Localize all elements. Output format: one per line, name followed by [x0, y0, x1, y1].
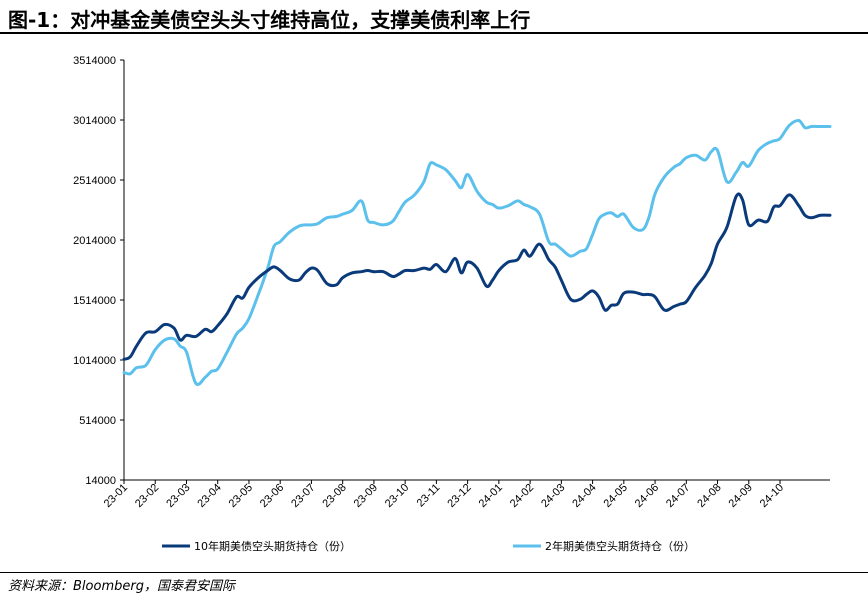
x-tick-label: 24-10	[758, 482, 786, 510]
x-tick-label: 24-05	[602, 482, 630, 510]
x-tick-label: 24-07	[664, 482, 692, 510]
y-tick-label: 3014000	[73, 115, 116, 127]
x-tick-label: 24-01	[477, 482, 505, 510]
x-tick-label: 23-02	[133, 482, 161, 510]
series-line-2y	[122, 118, 832, 386]
x-tick-label: 23-05	[227, 482, 255, 510]
chart-axes: 14000 514000 1014000 1514000 2014000 2514000 3…	[73, 55, 830, 510]
y-tick-label: 2514000	[73, 175, 116, 187]
source-note: 资料来源：Bloomberg，国泰君安国际	[8, 579, 235, 594]
y-tick-label: 1514000	[73, 295, 116, 307]
chart-series	[122, 118, 832, 386]
x-tick-label: 24-02	[508, 482, 536, 510]
x-tick-label: 23-03	[164, 482, 192, 510]
x-tick-label: 24-06	[633, 482, 661, 510]
x-tick-label: 23-08	[320, 482, 348, 510]
x-tick-label: 24-04	[570, 482, 598, 510]
chart-area: 14000 514000 1014000 1514000 2014000 2514000 3…	[73, 55, 832, 553]
source-divider	[0, 572, 868, 573]
y-tick-label: 3514000	[73, 55, 116, 67]
y-tick-label: 514000	[79, 415, 116, 427]
y-tick-label: 14000	[85, 475, 116, 487]
x-tick-label: 24-03	[539, 482, 567, 510]
legend-item-10y-label: 10年期美债空头期货持仓（份）	[194, 539, 351, 553]
series-line-10y	[122, 192, 832, 361]
chart-title: 图-1：对冲基金美债空头头寸维持高位，支撑美债利率上行	[8, 8, 531, 32]
chart-legend: 10年期美债空头期货持仓（份） 2年期美债空头期货持仓（份）	[162, 539, 695, 553]
x-tick-label: 23-06	[258, 482, 286, 510]
y-tick-label: 2014000	[73, 235, 116, 247]
x-tick-label: 23-09	[352, 482, 380, 510]
x-tick-label: 23-11	[415, 482, 443, 510]
x-tick-label: 23-10	[383, 482, 411, 510]
x-tick-label: 23-12	[445, 482, 473, 510]
x-tick-label: 23-04	[195, 482, 223, 510]
title-divider	[0, 32, 868, 34]
y-tick-label: 1014000	[73, 355, 116, 367]
x-tick-label: 24-08	[695, 482, 723, 510]
x-tick-label: 24-09	[727, 482, 755, 510]
legend-item-2y-label: 2年期美债空头期货持仓（份）	[545, 539, 695, 553]
x-tick-label: 23-07	[289, 482, 317, 510]
